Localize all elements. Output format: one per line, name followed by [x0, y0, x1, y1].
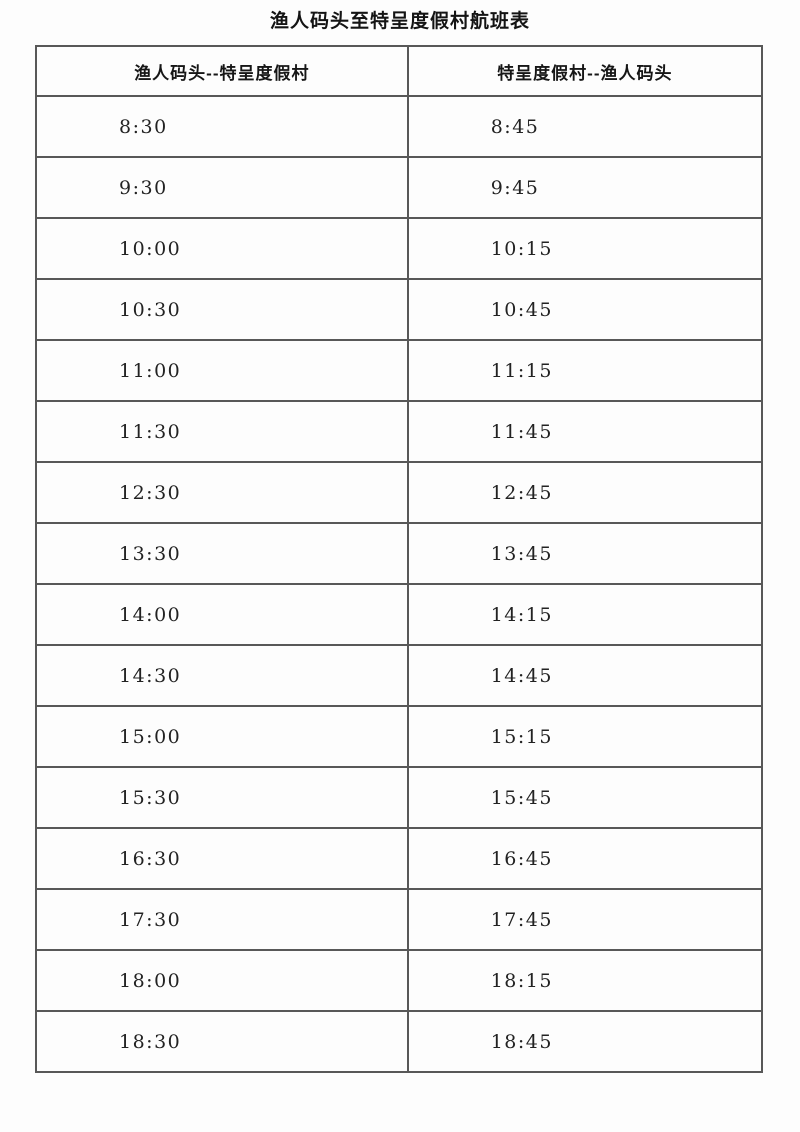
table-row: 15:00 15:15: [35, 705, 764, 768]
table-row: 14:30 14:45: [35, 644, 764, 707]
outbound-time-cell: 11:30: [35, 400, 409, 463]
outbound-time-cell: 18:30: [35, 1010, 409, 1073]
ferry-timetable: 渔人码头--特呈度假村 特呈度假村--渔人码头 8:30 8:45 9:30 9:45…: [35, 45, 764, 1073]
return-time-cell: 14:15: [406, 583, 764, 646]
table-row: 8:30 8:45: [35, 95, 764, 158]
return-time-cell: 13:45: [406, 522, 764, 585]
table-body: 8:30 8:45 9:30 9:45 10:00 10:15 10:30 10:45 11:0…: [35, 95, 764, 1073]
return-time-cell: 14:45: [406, 644, 764, 707]
return-time-cell: 18:15: [406, 949, 764, 1012]
table-row: 12:30 12:45: [35, 461, 764, 524]
outbound-time-cell: 9:30: [35, 156, 409, 219]
column-header-return: 特呈度假村--渔人码头: [406, 45, 764, 97]
table-row: 17:30 17:45: [35, 888, 764, 951]
table-row: 16:30 16:45: [35, 827, 764, 890]
outbound-time-cell: 16:30: [35, 827, 409, 890]
return-time-cell: 11:15: [406, 339, 764, 402]
header-row: 渔人码头--特呈度假村 特呈度假村--渔人码头: [35, 45, 764, 97]
outbound-time-cell: 14:30: [35, 644, 409, 707]
return-time-cell: 17:45: [406, 888, 764, 951]
outbound-time-cell: 17:30: [35, 888, 409, 951]
return-time-cell: 9:45: [406, 156, 764, 219]
table-row: 13:30 13:45: [35, 522, 764, 585]
outbound-time-cell: 8:30: [35, 95, 409, 158]
table-row: 18:00 18:15: [35, 949, 764, 1012]
return-time-cell: 10:15: [406, 217, 764, 280]
table-row: 10:30 10:45: [35, 278, 764, 341]
page-title: 渔人码头至特呈度假村航班表: [269, 11, 530, 32]
outbound-time-cell: 10:00: [35, 217, 409, 280]
table-row: 10:00 10:15: [35, 217, 764, 280]
table-row: 9:30 9:45: [35, 156, 764, 219]
outbound-time-cell: 12:30: [35, 461, 409, 524]
outbound-time-cell: 15:30: [35, 766, 409, 829]
return-time-cell: 8:45: [406, 95, 764, 158]
outbound-time-cell: 14:00: [35, 583, 409, 646]
return-time-cell: 16:45: [406, 827, 764, 890]
return-time-cell: 18:45: [406, 1010, 764, 1073]
table-row: 11:00 11:15: [35, 339, 764, 402]
return-time-cell: 11:45: [406, 400, 764, 463]
table-row: 15:30 15:45: [35, 766, 764, 829]
table-row: 14:00 14:15: [35, 583, 764, 646]
outbound-time-cell: 18:00: [35, 949, 409, 1012]
table-row: 18:30 18:45: [35, 1010, 764, 1073]
outbound-time-cell: 13:30: [35, 522, 409, 585]
table-row: 11:30 11:45: [35, 400, 764, 463]
return-time-cell: 15:45: [406, 766, 764, 829]
return-time-cell: 15:15: [406, 705, 764, 768]
outbound-time-cell: 11:00: [35, 339, 409, 402]
outbound-time-cell: 10:30: [35, 278, 409, 341]
outbound-time-cell: 15:00: [35, 705, 409, 768]
return-time-cell: 10:45: [406, 278, 764, 341]
column-header-outbound: 渔人码头--特呈度假村: [35, 45, 409, 97]
return-time-cell: 12:45: [406, 461, 764, 524]
